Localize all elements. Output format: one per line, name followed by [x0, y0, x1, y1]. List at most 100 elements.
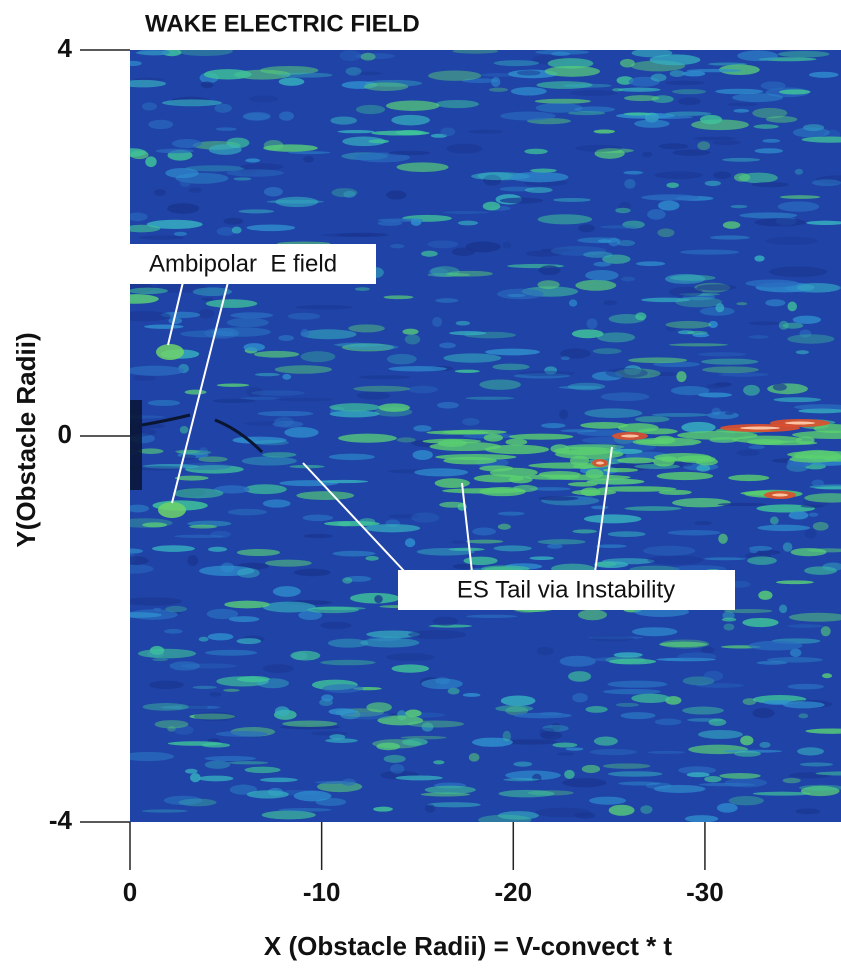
texture [378, 403, 410, 412]
texture [650, 371, 678, 376]
texture [537, 280, 560, 290]
texture [388, 366, 447, 372]
texture [153, 607, 162, 612]
texture [647, 750, 686, 754]
texture [618, 781, 661, 786]
texture [192, 685, 217, 689]
texture [242, 112, 270, 121]
texture [583, 251, 613, 258]
texture [528, 487, 572, 491]
texture [748, 321, 780, 326]
texture [595, 544, 627, 548]
texture [693, 136, 736, 141]
texture [524, 148, 548, 155]
texture [412, 449, 433, 460]
texture [602, 467, 639, 473]
texture [130, 365, 185, 376]
texture [497, 288, 544, 300]
texture [483, 433, 504, 442]
texture [657, 228, 675, 238]
texture [748, 640, 803, 651]
texture [404, 538, 416, 548]
annotation-box [110, 244, 376, 284]
texture [263, 186, 283, 197]
texture [708, 320, 718, 329]
texture [439, 342, 456, 349]
texture [502, 730, 512, 742]
texture [538, 265, 561, 276]
texture [560, 356, 570, 361]
texture [346, 344, 399, 351]
texture [686, 330, 708, 335]
texture [645, 782, 672, 790]
texture [641, 297, 690, 303]
texture [287, 312, 321, 320]
texture [574, 812, 596, 819]
texture [130, 597, 182, 606]
texture [355, 152, 411, 163]
texture [677, 97, 701, 106]
texture [211, 327, 271, 337]
texture [507, 293, 526, 298]
x-tick-label: 0 [123, 877, 137, 907]
texture [551, 723, 561, 732]
texture [537, 539, 586, 545]
texture [597, 332, 636, 343]
texture [386, 190, 407, 200]
texture [660, 639, 710, 649]
texture [236, 548, 280, 557]
texture [287, 151, 331, 155]
texture [766, 657, 823, 663]
texture [680, 249, 740, 255]
texture [567, 111, 606, 116]
texture [391, 664, 430, 673]
texture [574, 106, 616, 113]
chart-title: WAKE ELECTRIC FIELD [145, 10, 420, 37]
texture [296, 491, 355, 501]
texture [360, 52, 376, 61]
texture [228, 761, 269, 765]
texture [180, 462, 231, 471]
texture [360, 637, 420, 648]
texture [390, 243, 405, 249]
texture [820, 626, 831, 637]
texture [794, 168, 804, 175]
texture [635, 312, 647, 321]
texture [800, 504, 824, 508]
texture [274, 365, 332, 374]
texture [667, 529, 721, 536]
texture [513, 761, 533, 767]
texture [686, 68, 742, 73]
texture [274, 706, 290, 717]
texture [388, 514, 420, 519]
texture [754, 148, 784, 154]
texture [804, 529, 817, 539]
texture [133, 374, 156, 381]
texture [178, 798, 217, 807]
texture [430, 133, 448, 138]
texture [505, 770, 561, 781]
texture [553, 197, 591, 202]
texture [799, 762, 834, 767]
texture [243, 484, 287, 495]
texture [491, 76, 501, 87]
texture [615, 207, 631, 214]
texture [472, 527, 496, 536]
texture [586, 318, 598, 329]
texture [396, 437, 416, 443]
texture [158, 502, 186, 518]
texture [321, 233, 374, 237]
texture [368, 139, 390, 144]
texture [647, 209, 666, 220]
texture [198, 456, 228, 463]
texture [641, 151, 653, 158]
texture [237, 675, 270, 683]
texture [341, 712, 393, 720]
texture [177, 50, 233, 57]
texture [135, 50, 176, 56]
texture [603, 300, 617, 306]
texture [185, 165, 245, 172]
texture [752, 708, 775, 719]
texture [342, 136, 386, 147]
texture [723, 608, 773, 614]
